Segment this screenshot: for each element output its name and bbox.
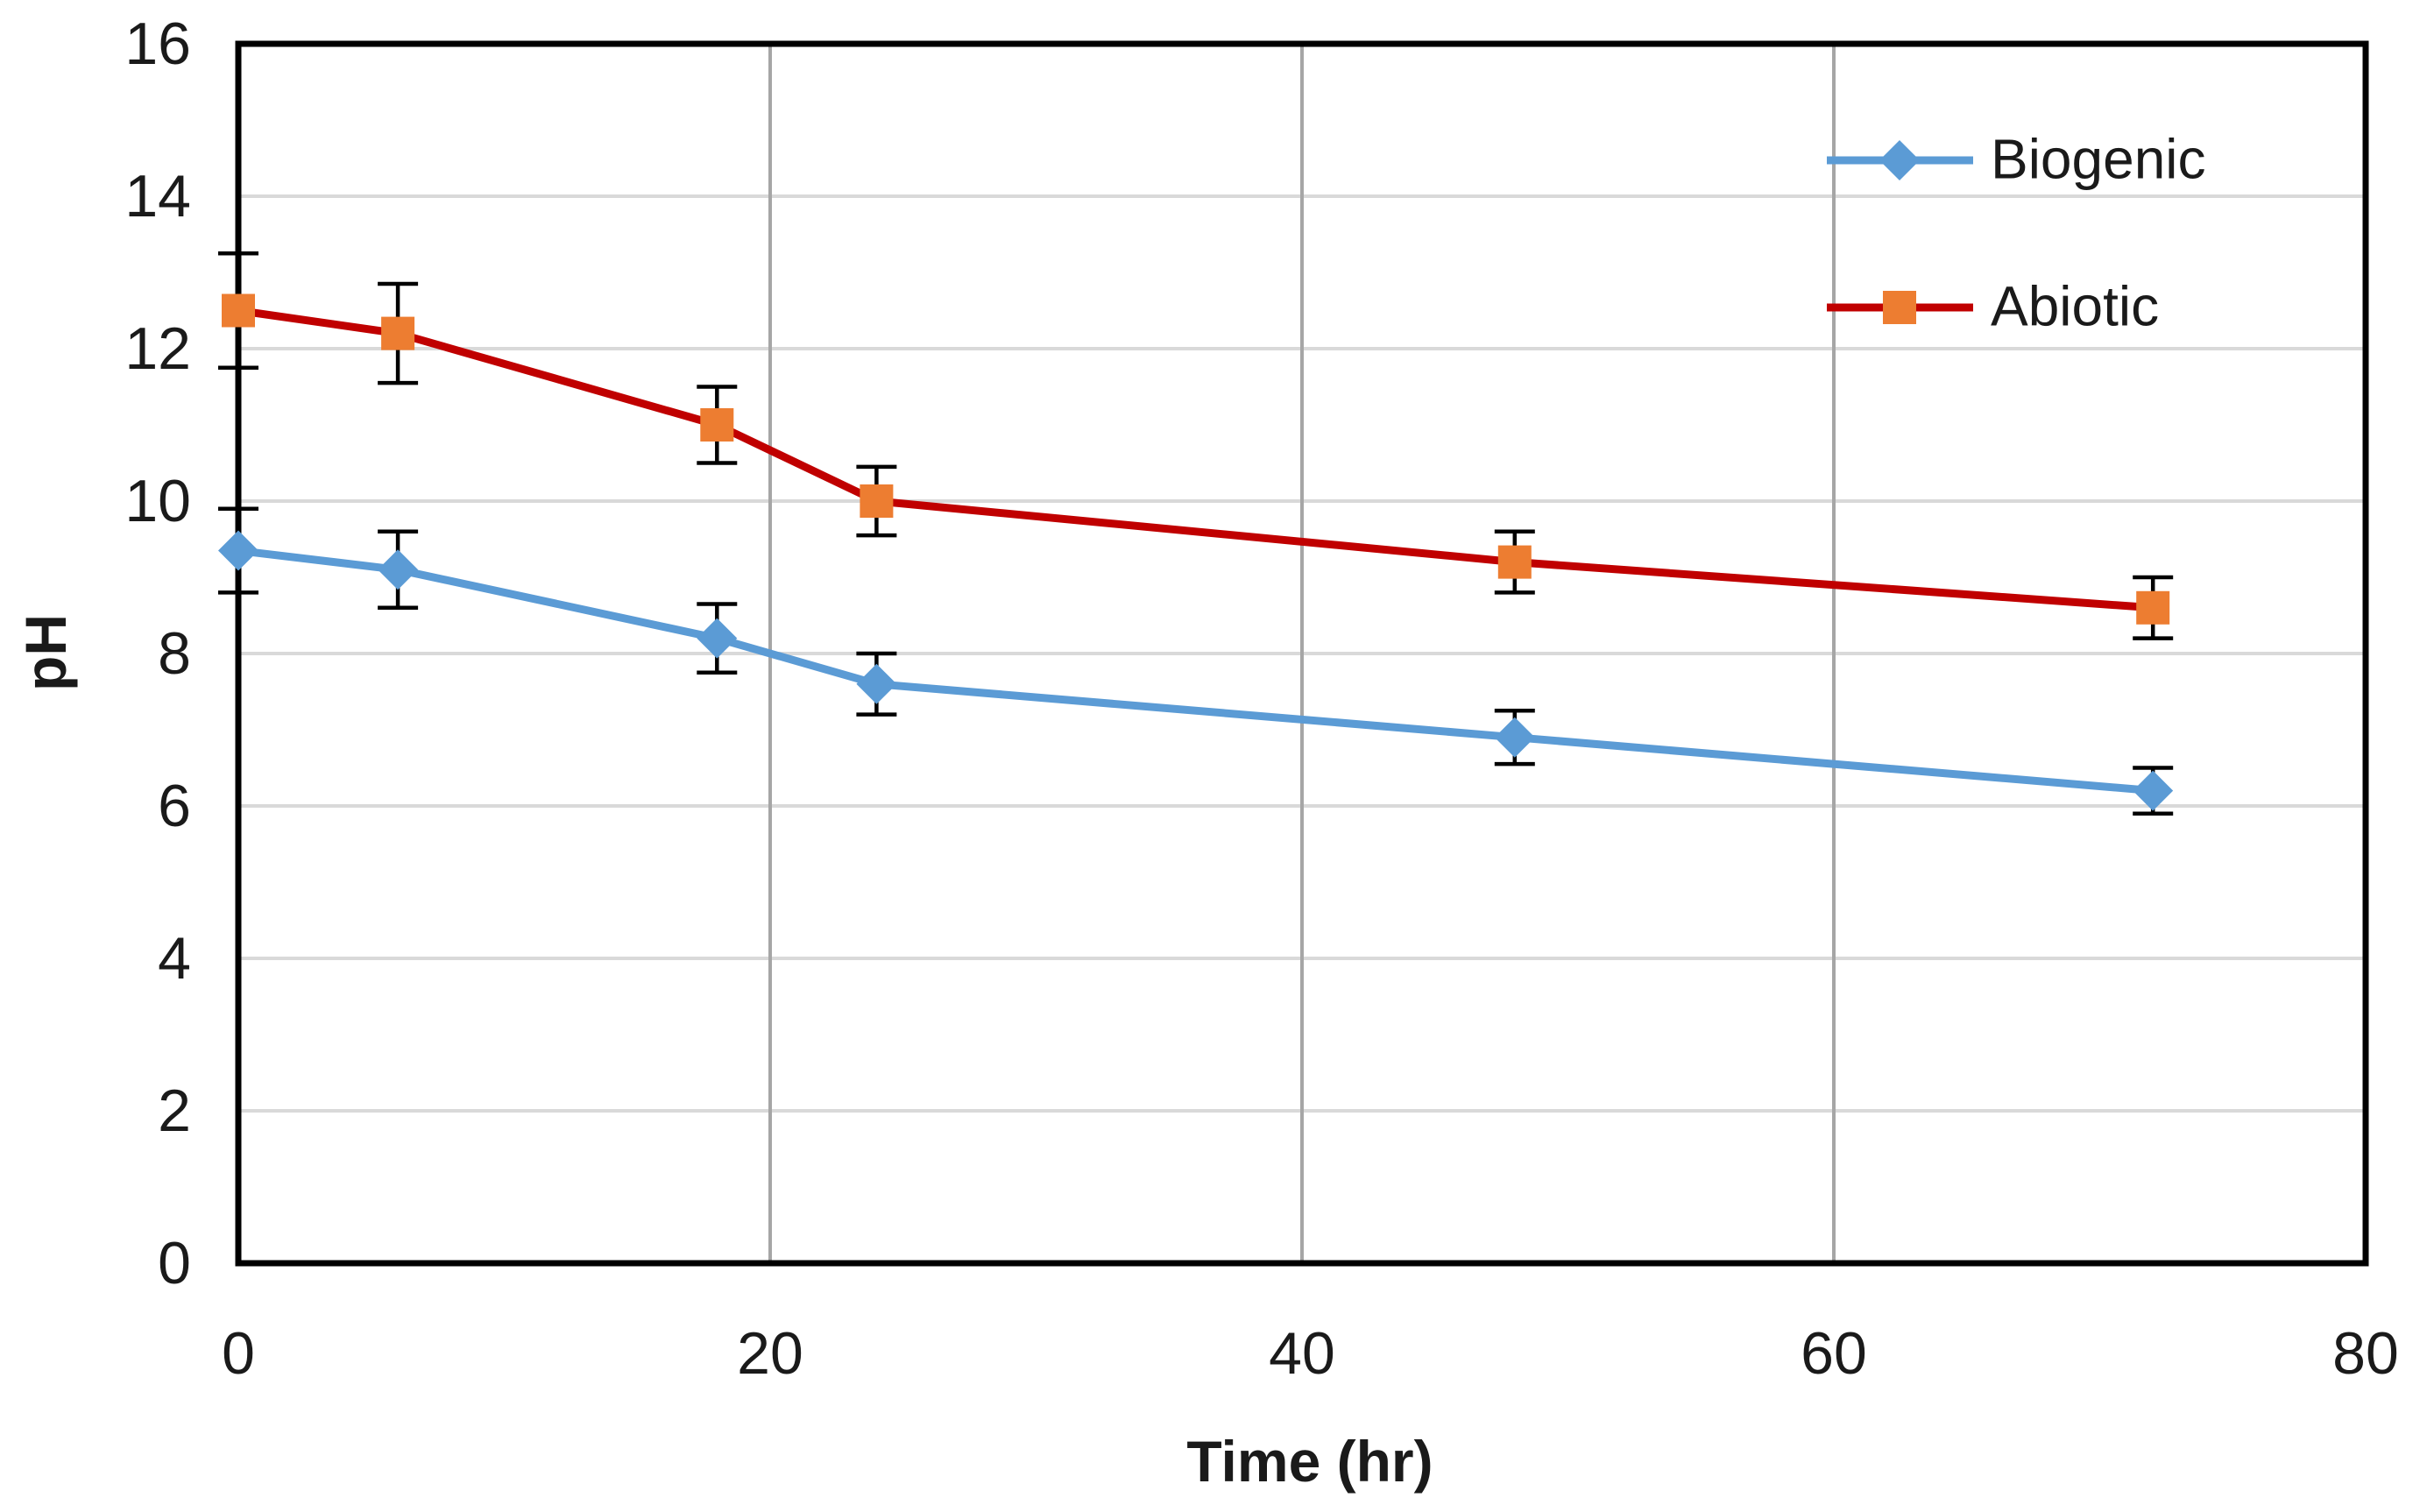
- square-marker: [700, 408, 734, 442]
- y-tick-label: 4: [158, 925, 191, 992]
- y-tick-label: 0: [158, 1230, 191, 1297]
- square-marker: [2136, 590, 2170, 625]
- x-tick-label: 40: [1269, 1320, 1335, 1387]
- series-markers-biogenic: [218, 530, 2174, 811]
- square-marker: [222, 293, 255, 328]
- diamond-marker: [1494, 717, 1535, 758]
- diamond-marker: [378, 549, 419, 590]
- y-tick-label: 16: [124, 11, 191, 77]
- error-bars-biogenic: [218, 506, 2174, 816]
- y-axis-title: pH: [13, 614, 78, 691]
- square-marker: [1883, 291, 1916, 324]
- legend: [1827, 140, 1973, 324]
- series-markers-abiotic: [222, 293, 2170, 625]
- legend-label-abiotic: Abiotic: [1991, 274, 2160, 338]
- series-line-biogenic: [234, 547, 2157, 795]
- x-tick-label: 80: [2332, 1320, 2399, 1387]
- diamond-marker: [1879, 140, 1920, 180]
- y-tick-label: 10: [124, 468, 191, 534]
- plot-frame: [235, 40, 2369, 1267]
- y-tick-label: 6: [158, 773, 191, 839]
- square-marker: [860, 484, 894, 518]
- legend-label-biogenic: Biogenic: [1991, 127, 2206, 191]
- y-tick-label: 8: [158, 620, 191, 687]
- series-line-abiotic: [234, 307, 2157, 612]
- x-tick-label: 0: [222, 1320, 255, 1387]
- y-axis-tick-labels: 0 2 4 6 8 10 12 14 16: [124, 11, 191, 1297]
- x-axis-tick-labels: 0 20 40 60 80: [222, 1320, 2399, 1387]
- diamond-marker: [218, 530, 258, 571]
- diamond-marker: [2133, 770, 2174, 811]
- legend-item-biogenic: [1827, 140, 1973, 180]
- y-tick-label: 2: [158, 1077, 191, 1144]
- x-tick-label: 60: [1801, 1320, 1867, 1387]
- x-axis-title: Time (hr): [1186, 1429, 1433, 1494]
- x-tick-label: 20: [737, 1320, 803, 1387]
- square-marker: [1497, 545, 1532, 579]
- square-marker: [381, 316, 415, 350]
- y-tick-label: 14: [124, 163, 191, 230]
- diamond-marker: [856, 663, 897, 704]
- legend-item-abiotic: [1827, 291, 1973, 324]
- y-tick-label: 12: [124, 315, 191, 382]
- diamond-marker: [697, 618, 738, 659]
